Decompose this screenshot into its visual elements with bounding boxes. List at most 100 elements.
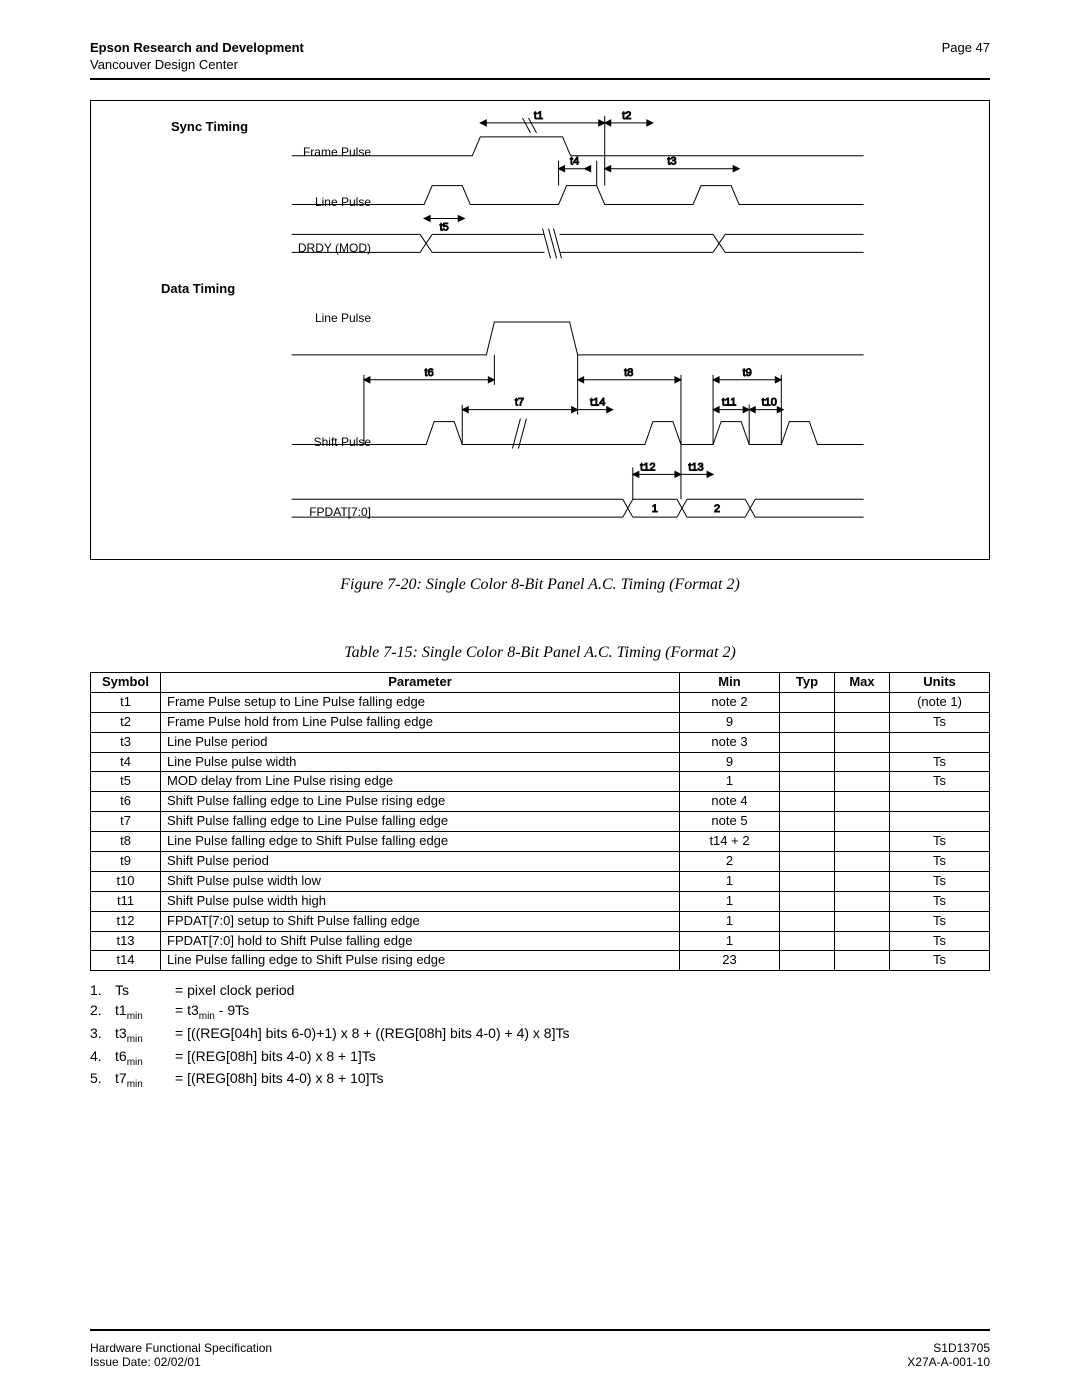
cell-units	[890, 792, 990, 812]
cell-typ	[780, 911, 835, 931]
note-row: 1.Ts= pixel clock period	[90, 981, 990, 1001]
t2-label: t2	[622, 110, 631, 122]
cell-typ	[780, 871, 835, 891]
cell-units: Ts	[890, 931, 990, 951]
note-num: 1.	[90, 981, 115, 1001]
note-row: 3.t3min= [((REG[04h] bits 6-0)+1) x 8 + …	[90, 1024, 990, 1047]
cell-max	[835, 871, 890, 891]
footer-right2: X27A-A-001-10	[907, 1355, 990, 1369]
footer-rule	[90, 1329, 990, 1331]
cell-max	[835, 712, 890, 732]
cell-units: (note 1)	[890, 692, 990, 712]
cell-symbol: t5	[91, 772, 161, 792]
cell-parameter: MOD delay from Line Pulse rising edge	[161, 772, 680, 792]
t10-label: t10	[762, 397, 777, 409]
t3-label: t3	[667, 156, 676, 168]
t11-label: t11	[722, 397, 737, 409]
cell-symbol: t6	[91, 792, 161, 812]
note-num: 5.	[90, 1069, 115, 1092]
cell-typ	[780, 772, 835, 792]
cell-min: 1	[680, 931, 780, 951]
table-row: t13FPDAT[7:0] hold to Shift Pulse fallin…	[91, 931, 990, 951]
table-row: t3Line Pulse periodnote 3	[91, 732, 990, 752]
note-symbol: t1min	[115, 1001, 175, 1024]
footer-left1: Hardware Functional Specification	[90, 1341, 272, 1355]
table-row: t8Line Pulse falling edge to Shift Pulse…	[91, 832, 990, 852]
frame-pulse-label: Frame Pulse	[303, 145, 371, 159]
data-1: 1	[652, 503, 658, 515]
cell-parameter: FPDAT[7:0] hold to Shift Pulse falling e…	[161, 931, 680, 951]
cell-units: Ts	[890, 832, 990, 852]
table-row: t7Shift Pulse falling edge to Line Pulse…	[91, 812, 990, 832]
th-parameter: Parameter	[161, 673, 680, 693]
cell-min: t14 + 2	[680, 832, 780, 852]
note-symbol: t6min	[115, 1047, 175, 1070]
cell-min: 1	[680, 911, 780, 931]
table-row: t9Shift Pulse period2Ts	[91, 852, 990, 872]
table-row: t10Shift Pulse pulse width low1 Ts	[91, 871, 990, 891]
th-min: Min	[680, 673, 780, 693]
note-symbol: t3min	[115, 1024, 175, 1047]
cell-max	[835, 931, 890, 951]
t14-label: t14	[590, 397, 605, 409]
note-equation: = pixel clock period	[175, 981, 294, 1001]
sync-timing-title: Sync Timing	[171, 119, 248, 134]
cell-units: Ts	[890, 891, 990, 911]
timing-diagram: t1 t2 t3 t4	[90, 100, 990, 560]
cell-units: Ts	[890, 871, 990, 891]
cell-max	[835, 852, 890, 872]
cell-min: 23	[680, 951, 780, 971]
page-number: Page 47	[942, 40, 990, 55]
note-num: 3.	[90, 1024, 115, 1047]
cell-max	[835, 692, 890, 712]
table-row: t12FPDAT[7:0] setup to Shift Pulse falli…	[91, 911, 990, 931]
cell-min: note 3	[680, 732, 780, 752]
cell-parameter: Shift Pulse pulse width low	[161, 871, 680, 891]
cell-typ	[780, 931, 835, 951]
data-timing-title: Data Timing	[161, 281, 235, 296]
cell-max	[835, 812, 890, 832]
cell-typ	[780, 732, 835, 752]
t6-label: t6	[425, 367, 434, 379]
cell-parameter: FPDAT[7:0] setup to Shift Pulse falling …	[161, 911, 680, 931]
table-row: t6Shift Pulse falling edge to Line Pulse…	[91, 792, 990, 812]
cell-units: Ts	[890, 852, 990, 872]
th-max: Max	[835, 673, 890, 693]
cell-units: Ts	[890, 752, 990, 772]
cell-min: 1	[680, 772, 780, 792]
cell-typ	[780, 812, 835, 832]
t13-label: t13	[688, 461, 703, 473]
t12-label: t12	[640, 461, 655, 473]
fpdat-label: FPDAT[7:0]	[309, 505, 371, 519]
cell-min: 9	[680, 752, 780, 772]
cell-symbol: t3	[91, 732, 161, 752]
cell-parameter: Line Pulse period	[161, 732, 680, 752]
t7-label: t7	[515, 397, 524, 409]
cell-typ	[780, 692, 835, 712]
note-equation: = t3min - 9Ts	[175, 1001, 249, 1024]
cell-min: 1	[680, 871, 780, 891]
cell-symbol: t10	[91, 871, 161, 891]
cell-parameter: Frame Pulse setup to Line Pulse falling …	[161, 692, 680, 712]
shift-pulse-label: Shift Pulse	[314, 435, 371, 449]
note-equation: = [(REG[08h] bits 4-0) x 8 + 10]Ts	[175, 1069, 384, 1092]
table-row: t11Shift Pulse pulse width high1Ts	[91, 891, 990, 911]
cell-units: Ts	[890, 911, 990, 931]
cell-symbol: t14	[91, 951, 161, 971]
header-title: Epson Research and Development	[90, 40, 304, 55]
cell-min: 1	[680, 891, 780, 911]
note-equation: = [((REG[04h] bits 6-0)+1) x 8 + ((REG[0…	[175, 1024, 569, 1047]
cell-max	[835, 911, 890, 931]
table-row: t2Frame Pulse hold from Line Pulse falli…	[91, 712, 990, 732]
cell-parameter: Line Pulse falling edge to Shift Pulse f…	[161, 832, 680, 852]
note-symbol: t7min	[115, 1069, 175, 1092]
t4-label: t4	[570, 156, 579, 168]
cell-max	[835, 792, 890, 812]
cell-symbol: t9	[91, 852, 161, 872]
cell-parameter: Line Pulse pulse width	[161, 752, 680, 772]
cell-min: note 4	[680, 792, 780, 812]
note-row: 5.t7min= [(REG[08h] bits 4-0) x 8 + 10]T…	[90, 1069, 990, 1092]
header-subtitle: Vancouver Design Center	[90, 57, 990, 72]
cell-min: 2	[680, 852, 780, 872]
note-num: 4.	[90, 1047, 115, 1070]
